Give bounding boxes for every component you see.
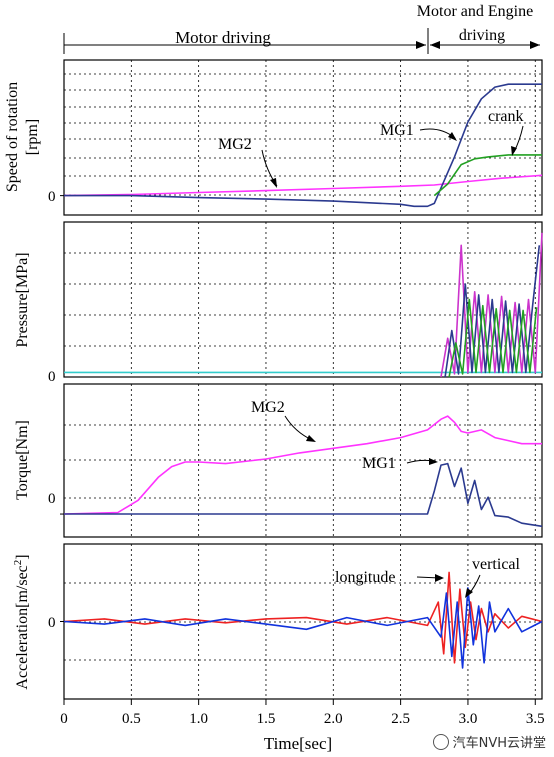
panel-acceleration: Acceleration[m/sec2] 0 longitude vertica… [12, 543, 543, 700]
acceleration-ylabel: Acceleration[m/sec2] [12, 554, 31, 689]
panel-pressure-line-series-2 [444, 245, 541, 378]
acceleration-zero-label: 0 [48, 615, 56, 631]
x-tick-label: 0.5 [122, 711, 141, 727]
speed-mg2-arrowhead [270, 178, 277, 188]
x-tick-label: 0 [60, 711, 68, 727]
speed-ylabel-2: [rpm] [24, 119, 41, 155]
watermark-text: 汽车NVH云讲堂 [452, 736, 546, 751]
accel-vertical-label: vertical [472, 556, 521, 573]
speed-crank-label: crank [488, 108, 524, 125]
speed-mg1-label: MG1 [380, 122, 414, 139]
panel-acceleration-series [63, 571, 543, 669]
motor-engine-label-2: driving [459, 27, 505, 44]
torque-mg1-label: MG1 [362, 455, 396, 472]
speed-crank-arrowhead [511, 146, 517, 156]
panel-acceleration-grid [60, 544, 542, 699]
torque-ylabel: Torque[Nm] [14, 420, 31, 500]
torque-mg2-label: MG2 [251, 399, 285, 416]
panel-pressure-frame [63, 221, 543, 378]
panel-acceleration-line-longitude [63, 571, 543, 664]
panel-torque-grid [60, 384, 542, 537]
panel-torque: Torque[Nm] 0 MG2 MG1 [14, 383, 543, 538]
panel-acceleration-line-vertical [63, 587, 543, 669]
accel-vertical-arrowhead [465, 588, 473, 598]
panel-pressure-series [64, 232, 543, 378]
speed-ylabel-1: Speed of rotation [4, 82, 21, 192]
panel-pressure: Pressure[MPa] 0 [14, 221, 543, 385]
x-tick-label: 1.5 [257, 711, 276, 727]
x-tick-label: 3.5 [526, 711, 545, 727]
panel-speed-line-mg1 [64, 83, 542, 208]
torque-mg1-arrowhead [429, 458, 438, 465]
motor-engine-label-1: Motor and Engine [417, 3, 533, 20]
panel-torque-frame [63, 383, 543, 538]
wechat-icon [432, 733, 449, 750]
pressure-ylabel: Pressure[MPa] [14, 252, 31, 347]
pressure-zero-label: 0 [48, 369, 56, 385]
accel-longitude-arrowhead [435, 574, 444, 582]
panel-speed-grid [60, 60, 542, 215]
panel-torque-line-mg1 [64, 462, 543, 528]
motor-engine-arrowhead-right [530, 41, 540, 49]
x-tick-label: 1.0 [189, 711, 208, 727]
torque-zero-label: 0 [48, 491, 56, 507]
panel-speed-frame [63, 59, 543, 216]
panel-pressure-grid [64, 222, 542, 377]
panel-torque-line-mg2 [63, 415, 542, 515]
motor-driving-label: Motor driving [175, 28, 271, 47]
panel-pressure-line-series-3 [448, 298, 538, 378]
phase-bar: Motor driving Motor and Engine driving [63, 3, 540, 54]
torque-mg2-arrowhead [306, 435, 316, 442]
watermark: 汽车NVH云讲堂 [432, 732, 546, 751]
x-tick-label: 2.5 [391, 711, 410, 727]
torque-mg2-arrow [284, 415, 313, 441]
speed-mg2-label: MG2 [218, 136, 252, 153]
panel-speed-series [63, 83, 543, 208]
x-axis: 0 0.5 1.0 1.5 2.0 2.5 3.0 3.5 [60, 699, 545, 727]
panel-speed-line-mg2 [63, 174, 543, 197]
x-tick-label: 2.0 [324, 711, 343, 727]
motor-driving-arrowhead [416, 41, 426, 49]
accel-longitude-label: longitude [335, 569, 395, 586]
panel-speed-line-crank [433, 154, 542, 197]
speed-mg1-arrowhead [448, 132, 457, 141]
motor-engine-arrowhead-left [430, 41, 440, 49]
speed-zero-label: 0 [48, 189, 56, 205]
panel-speed: Speed of rotation [rpm] 0 MG2 MG1 crank [4, 59, 543, 216]
x-tick-label: 3.0 [459, 711, 478, 727]
x-axis-label: Time[sec] [264, 734, 332, 753]
panel-torque-series [63, 415, 543, 528]
